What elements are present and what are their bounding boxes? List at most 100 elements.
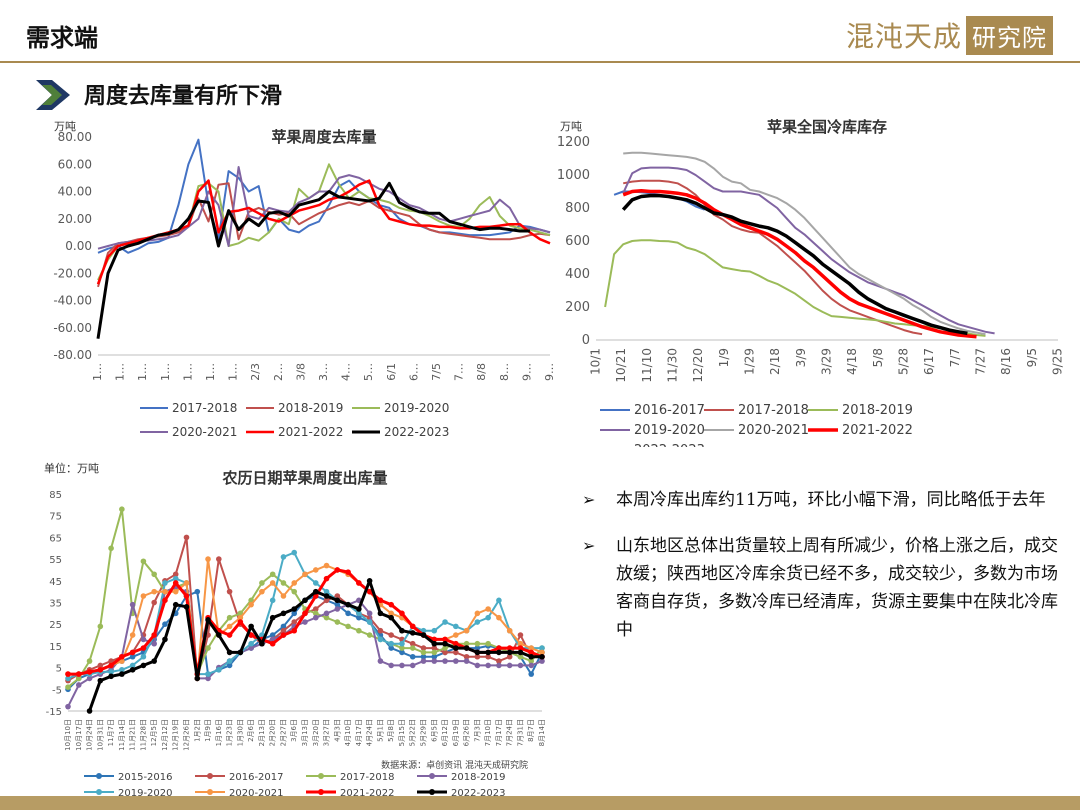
- data-point: [172, 588, 179, 595]
- data-point: [485, 662, 491, 669]
- x-tick-label: 7/5: [430, 363, 443, 381]
- series-line: [88, 579, 542, 712]
- x-tick-label: 4月17日: [355, 719, 363, 746]
- legend-marker: [207, 773, 213, 779]
- bullet-arrow-icon: ➢: [582, 536, 596, 555]
- data-point: [463, 653, 470, 660]
- footer-bar: [0, 796, 1080, 810]
- x-tick-label: 12/20: [691, 348, 705, 383]
- x-tick-label: 2月6日: [247, 719, 255, 742]
- x-tick-label: 10月17日: [75, 719, 83, 751]
- data-point: [474, 662, 481, 669]
- data-point: [129, 649, 136, 656]
- data-source-note: 数据来源：卓创资讯 混沌天成研究院: [381, 759, 528, 771]
- legend-label: 2022-2023: [451, 788, 506, 799]
- data-point: [194, 675, 201, 682]
- data-point: [248, 623, 254, 630]
- x-tick-label: 6月19日: [452, 719, 460, 746]
- data-point: [366, 619, 373, 625]
- data-point: [291, 580, 298, 586]
- y-tick-label: 5: [56, 664, 62, 675]
- data-point: [442, 658, 448, 664]
- data-point: [302, 571, 308, 578]
- data-point: [280, 593, 287, 599]
- data-point: [226, 632, 233, 638]
- legend-label: 2015-2016: [118, 772, 173, 783]
- data-point: [140, 593, 147, 599]
- data-point: [528, 649, 535, 656]
- x-tick-label: 2/18: [768, 348, 782, 375]
- data-point: [291, 610, 298, 617]
- x-tick-label: 9…: [520, 363, 533, 381]
- data-point: [323, 597, 330, 604]
- data-point: [205, 675, 211, 682]
- data-point: [183, 580, 190, 586]
- legend-label: 2021-2022: [278, 425, 343, 439]
- x-tick-label: 8/16: [999, 348, 1013, 375]
- y-tick-label: 25: [49, 620, 62, 631]
- legend-marker: [207, 789, 213, 795]
- y-tick-label: 85: [49, 490, 62, 501]
- data-point: [420, 653, 427, 660]
- x-tick-label: 1月30日: [236, 719, 244, 746]
- y-tick-label: 65: [49, 533, 62, 544]
- data-point: [65, 671, 71, 677]
- x-tick-label: 3月20日: [312, 719, 320, 746]
- legend-marker: [96, 789, 102, 795]
- x-tick-label: 2月27日: [279, 719, 287, 746]
- x-tick-label: 12月19日: [172, 719, 180, 751]
- data-point: [205, 556, 211, 562]
- legend-marker: [318, 773, 324, 779]
- data-point: [431, 653, 438, 660]
- x-tick-label: 1…: [204, 363, 217, 381]
- data-point: [151, 588, 157, 595]
- y-tick-label: 0.00: [65, 239, 92, 253]
- data-point: [312, 606, 319, 612]
- y-tick-label: 35: [49, 599, 62, 610]
- data-point: [226, 662, 233, 669]
- data-point: [291, 606, 298, 612]
- data-point: [334, 601, 341, 608]
- legend-label: 2018-2019: [278, 401, 343, 415]
- data-point: [129, 666, 136, 673]
- data-point: [237, 649, 244, 656]
- data-point: [474, 645, 481, 651]
- y-axis-unit-label: 单位：万吨: [44, 461, 99, 475]
- data-point: [442, 619, 448, 625]
- x-tick-label: 1…: [227, 363, 240, 381]
- data-point: [463, 658, 470, 664]
- x-tick-label: 11/10: [640, 348, 654, 383]
- data-point: [269, 640, 276, 647]
- data-point: [65, 703, 71, 710]
- data-point: [280, 627, 287, 634]
- x-tick-label: 10月31日: [96, 719, 104, 751]
- x-tick-label: 1…: [181, 363, 194, 381]
- data-point: [345, 601, 351, 608]
- logo-box: 研究院: [966, 15, 1054, 55]
- data-point: [539, 658, 545, 664]
- data-point: [312, 588, 319, 595]
- data-point: [388, 601, 394, 608]
- data-point: [205, 671, 211, 677]
- data-point: [291, 627, 298, 634]
- data-point: [453, 645, 459, 651]
- data-point: [377, 597, 384, 604]
- x-tick-label: 6/1: [385, 363, 398, 381]
- data-point: [97, 677, 104, 684]
- x-tick-label: 12月5日: [150, 719, 158, 746]
- commentary-text: 山东地区总体出货量较上周有所减少，价格上涨之后，成交放缓；陕西地区冷库余货已经不…: [616, 536, 1058, 640]
- data-point: [431, 640, 438, 647]
- legend-label: 2020-2021: [738, 423, 809, 438]
- x-tick-label: 10/1: [589, 348, 603, 375]
- data-point: [388, 662, 394, 669]
- x-tick-label: 6…: [407, 363, 420, 381]
- x-tick-label: 4月10日: [344, 719, 352, 746]
- x-tick-label: 1/29: [743, 348, 757, 375]
- y-tick-label: 75: [49, 512, 62, 523]
- data-point: [496, 662, 502, 669]
- data-point: [323, 562, 330, 569]
- data-point: [506, 653, 513, 660]
- data-point: [409, 645, 416, 651]
- y-tick-label: 400: [565, 267, 590, 282]
- legend-label: 2020-2021: [229, 788, 284, 799]
